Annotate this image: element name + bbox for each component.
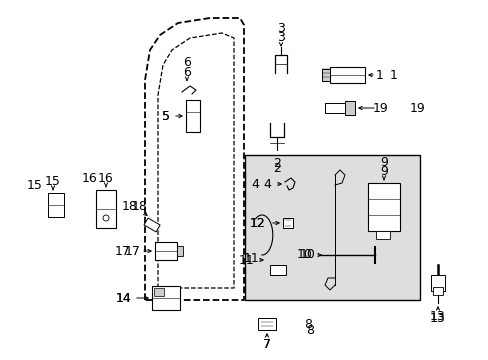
Bar (283, 218, 292, 228)
Text: 19: 19 (409, 102, 425, 114)
Text: 8: 8 (305, 324, 313, 337)
Text: 13: 13 (429, 310, 445, 324)
Bar (258, 318, 275, 330)
Text: 11: 11 (244, 252, 259, 265)
Text: 5: 5 (162, 109, 170, 122)
Text: 7: 7 (263, 338, 270, 351)
Bar (143, 218, 160, 232)
Bar (155, 242, 177, 260)
Bar (154, 288, 163, 296)
Text: 4: 4 (250, 177, 259, 190)
Text: 8: 8 (304, 319, 311, 332)
Bar (375, 231, 389, 239)
Text: 5: 5 (162, 109, 170, 122)
Bar (430, 275, 444, 291)
Text: 7: 7 (263, 338, 270, 351)
Text: 1: 1 (375, 68, 383, 81)
Text: 14: 14 (116, 292, 132, 305)
Text: 18: 18 (132, 199, 148, 212)
Text: 17: 17 (125, 244, 141, 257)
Text: 9: 9 (379, 156, 387, 168)
Bar (432, 287, 442, 295)
Text: 16: 16 (98, 171, 114, 185)
Text: 12: 12 (250, 216, 265, 230)
Text: 18: 18 (122, 199, 138, 212)
Text: 19: 19 (372, 102, 388, 114)
Text: 6: 6 (183, 66, 190, 78)
Bar (152, 286, 180, 310)
Bar (325, 103, 352, 113)
Text: 15: 15 (27, 179, 43, 192)
Text: 15: 15 (45, 175, 61, 188)
Bar (345, 101, 354, 115)
Text: 11: 11 (239, 253, 254, 266)
Bar (244, 155, 419, 300)
Text: 16: 16 (82, 171, 98, 185)
Text: 13: 13 (429, 311, 445, 324)
Text: 2: 2 (272, 157, 281, 170)
Bar (269, 265, 285, 275)
Text: 10: 10 (300, 248, 315, 261)
Bar (177, 246, 183, 256)
Text: 14: 14 (116, 292, 132, 305)
Bar (321, 69, 329, 81)
Text: 12: 12 (250, 216, 265, 230)
Text: 3: 3 (277, 22, 285, 35)
Text: 2: 2 (272, 162, 281, 175)
Text: 3: 3 (277, 31, 285, 44)
Text: 17: 17 (115, 244, 131, 257)
Bar (329, 67, 364, 83)
Text: 6: 6 (183, 55, 190, 68)
Bar (367, 183, 399, 231)
Bar (185, 100, 200, 132)
Bar (48, 193, 64, 217)
Text: 9: 9 (379, 165, 387, 177)
Bar (96, 190, 116, 228)
Text: 1: 1 (389, 68, 397, 81)
Circle shape (103, 215, 109, 221)
Text: 4: 4 (263, 177, 270, 190)
Text: 10: 10 (296, 248, 312, 261)
